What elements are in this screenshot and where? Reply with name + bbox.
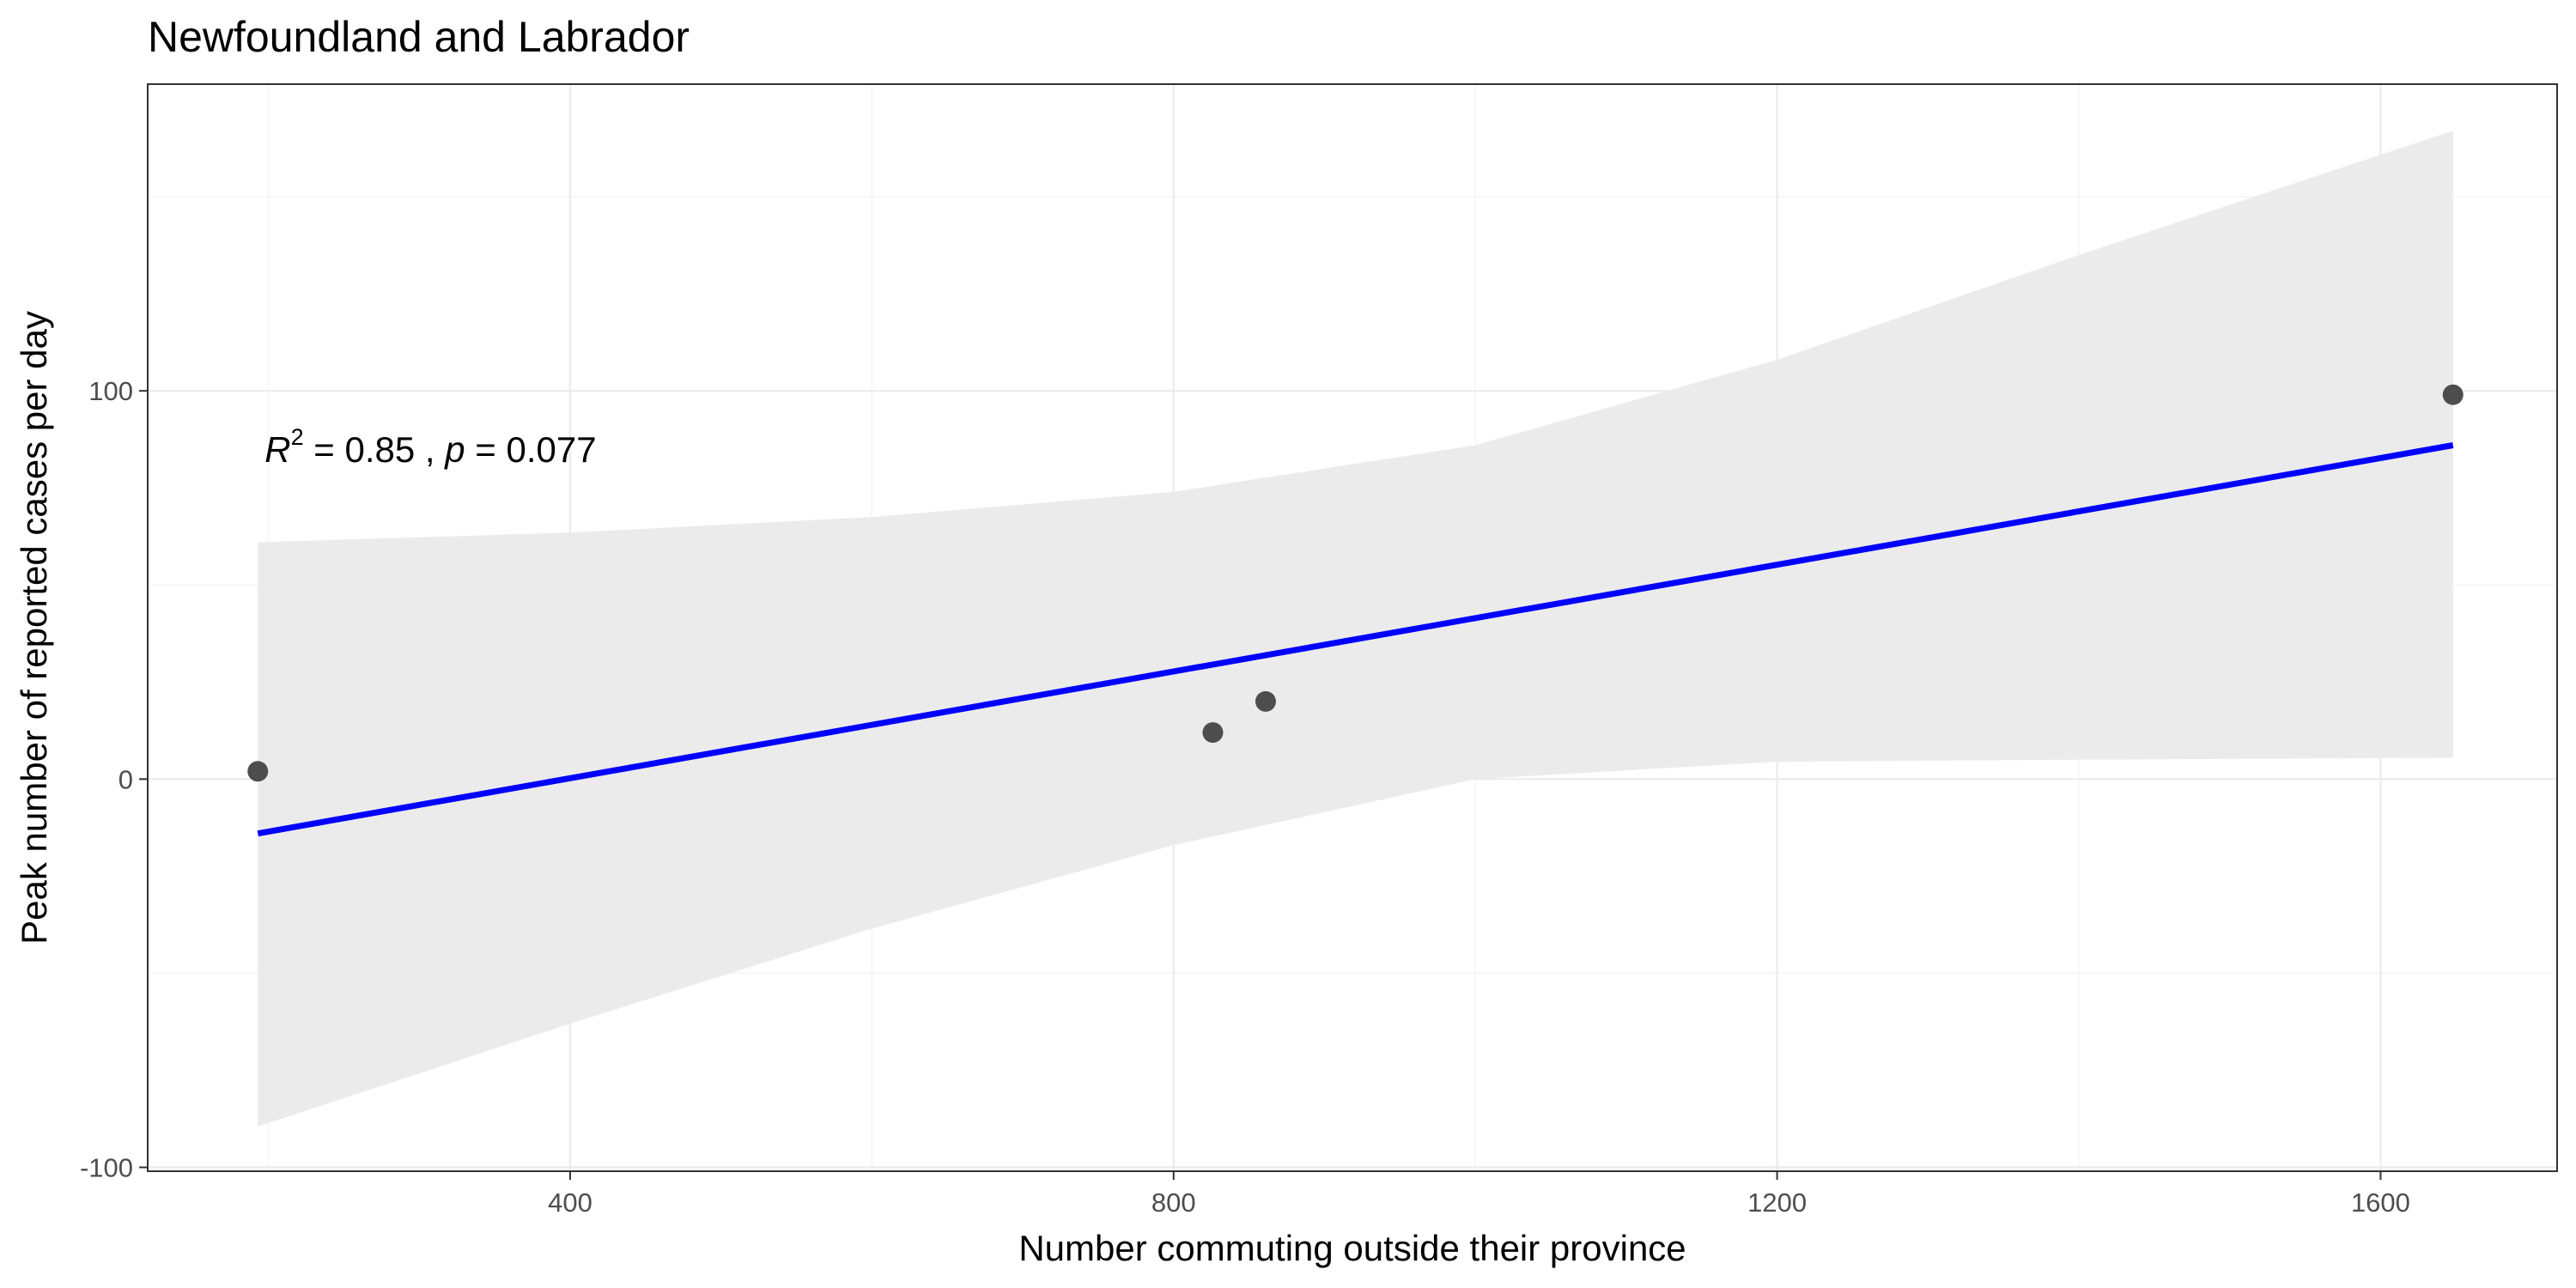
y-axis: -100 0 100 [80,376,148,1182]
chart-title: Newfoundland and Labrador [148,13,690,61]
annotation-p-value: = 0.077 [465,429,597,470]
y-axis-title: Peak number of reported cases per day [14,311,54,945]
annotation-r-exponent: 2 [291,424,304,450]
x-axis-title: Number commuting outside their province [1018,1228,1686,1268]
confidence-band [258,131,2453,1127]
data-point [1255,690,1276,712]
plot-panel: R2 = 0.85 , p = 0.077 [147,83,2558,1172]
x-tick-label: 800 [1151,1188,1196,1218]
regression-annotation: R2 = 0.85 , p = 0.077 [264,424,596,470]
y-tick-label: 0 [118,764,133,794]
x-tick-label: 400 [548,1188,592,1218]
data-point [1202,722,1224,744]
x-tick-label: 1200 [1747,1188,1807,1218]
data-point [247,761,269,782]
annotation-r-symbol: R [264,429,290,470]
panel-border [147,83,2558,1172]
x-axis: 400 800 1200 1600 [548,1171,2410,1218]
annotation-p-symbol: p [443,429,465,470]
annotation-r-value: = 0.85 , [304,429,446,470]
y-tick-label: 100 [88,376,133,406]
y-tick-label: -100 [80,1152,133,1182]
data-points [247,384,2464,782]
regression-line [257,442,2454,837]
x-tick-label: 1600 [2351,1188,2410,1218]
data-point [2442,384,2464,405]
